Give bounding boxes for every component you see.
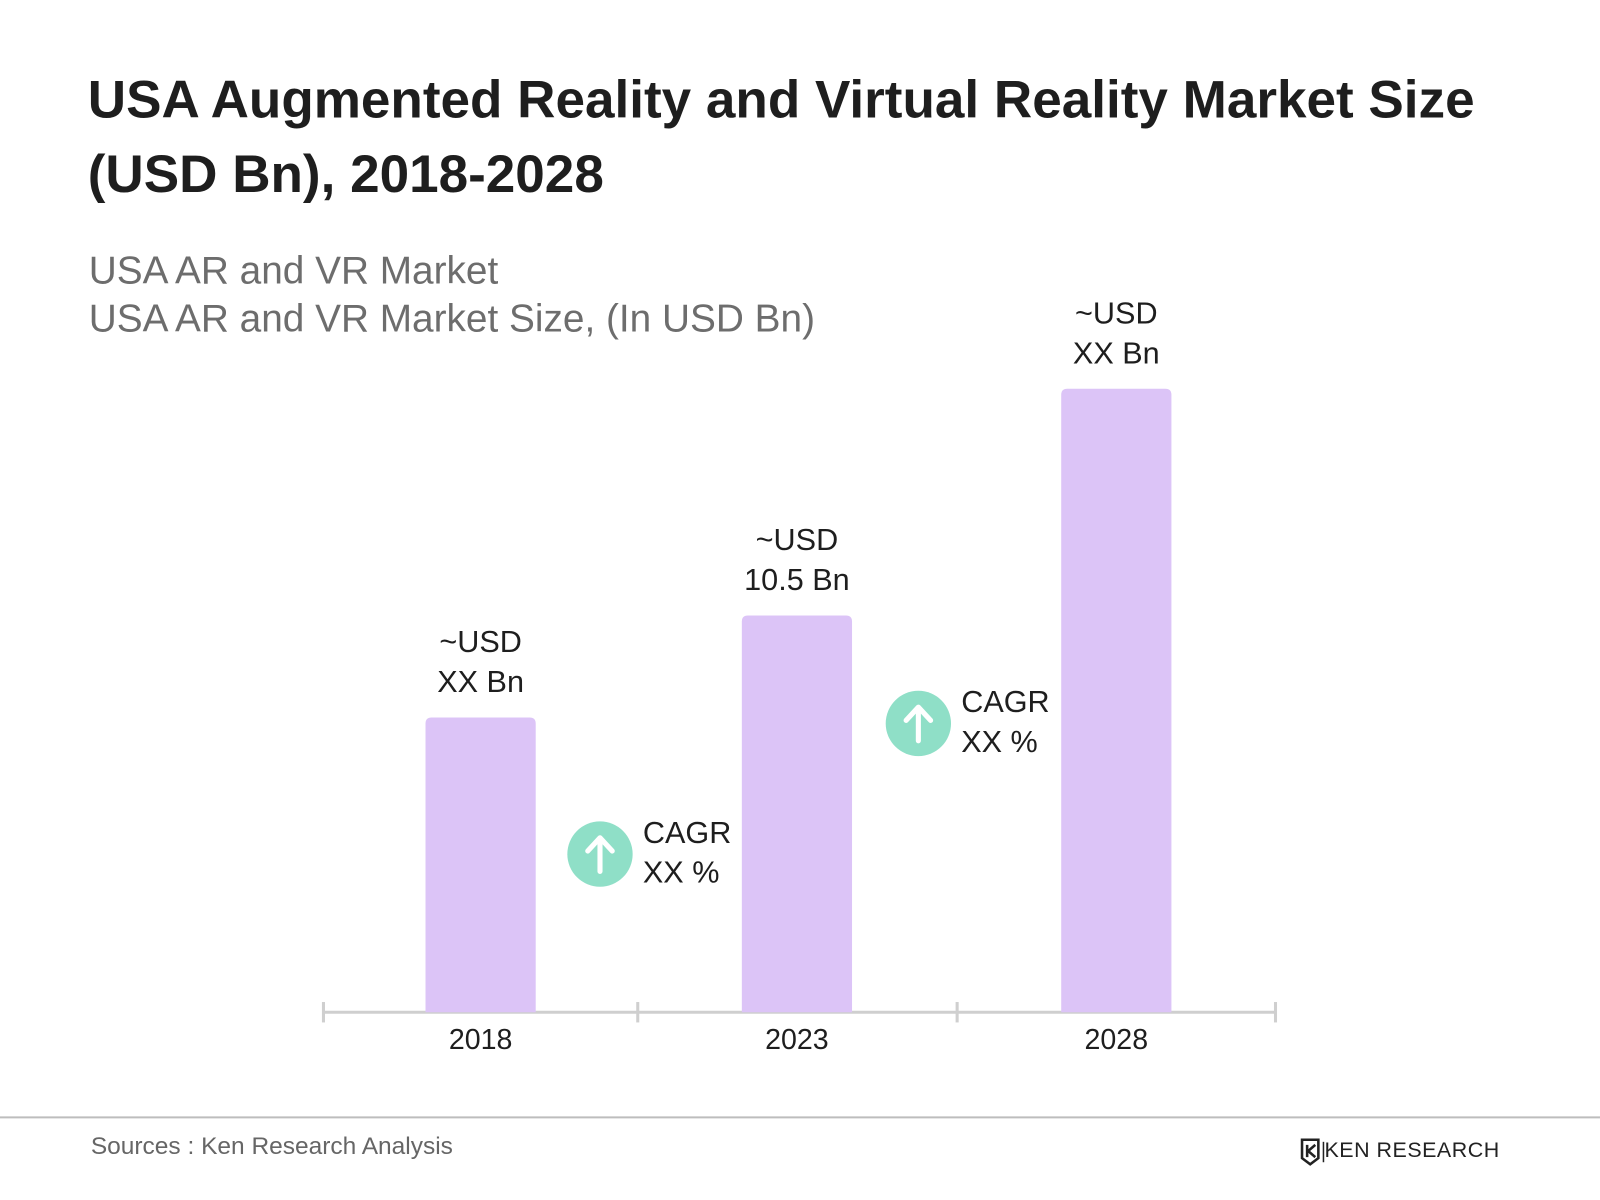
bar <box>741 615 853 1013</box>
value-label: ~USD 10.5 Bn <box>744 523 850 598</box>
x-tick-label: 2023 <box>765 1023 829 1056</box>
value-label: ~USD XX Bn <box>437 625 525 700</box>
logo-text: KEN RESEARCH <box>1324 1138 1500 1163</box>
bar <box>425 717 536 1013</box>
x-tick-label: 2028 <box>1084 1023 1149 1056</box>
bar <box>1061 388 1172 1013</box>
value-label: ~USD XX Bn <box>1072 296 1160 371</box>
annotation: CAGR <box>642 816 732 850</box>
chart-title: USA Augmented Reality and Virtual Realit… <box>87 70 1475 205</box>
cagr-arrow <box>903 704 934 744</box>
x-tick-label: 2018 <box>448 1023 513 1056</box>
annotation: CAGR <box>961 685 1050 720</box>
subtitle: USA AR and VR Market Size, (In USD Bn) <box>88 297 815 341</box>
logo-icon <box>1300 1138 1325 1166</box>
subtitle: USA AR and VR Market <box>88 249 499 293</box>
source-note: Sources : Ken Research Analysis <box>90 1132 453 1161</box>
annotation: XX % <box>961 725 1038 760</box>
cagr-arrow <box>585 835 615 874</box>
annotation: XX % <box>642 856 720 890</box>
